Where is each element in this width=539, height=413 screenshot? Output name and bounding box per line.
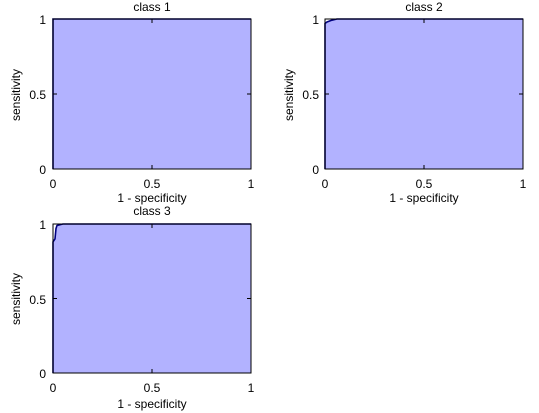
x-axis-label-class-2: 1 - specificity [389, 191, 458, 205]
y-tick-label-0.5-class-2: 0.5 [302, 88, 319, 102]
x-tick-label-0.5-class-3: 0.5 [144, 381, 161, 395]
y-tick-label-0.5-class-1: 0.5 [29, 88, 46, 102]
y-axis-label-class-1: sensitivity [9, 69, 23, 121]
y-tick-label-0-class-2: 0 [312, 163, 319, 177]
y-tick-label-0-class-3: 0 [39, 367, 46, 381]
y-tick-label-1-class-1: 1 [39, 13, 46, 27]
y-tick-label-0-class-1: 0 [39, 163, 46, 177]
roc-area-class-1 [53, 19, 251, 169]
x-axis-label-class-3: 1 - specificity [117, 397, 186, 411]
panel-class-1: class 1 1 0.5 0 0 0.5 1 1 - specificity … [9, 0, 255, 205]
x-tick-label-0.5-class-2: 0.5 [416, 177, 433, 191]
y-tick-label-0.5-class-3: 0.5 [29, 293, 46, 307]
tick-marks-class-2 [324, 18, 524, 170]
y-tick-label-1-class-2: 1 [312, 13, 319, 27]
x-tick-label-1-class-3: 1 [248, 381, 255, 395]
y-axis-label-class-3: sensitivity [9, 273, 23, 325]
x-tick-label-0-class-1: 0 [50, 177, 57, 191]
x-tick-label-1-class-2: 1 [520, 177, 527, 191]
x-tick-label-0-class-3: 0 [50, 381, 57, 395]
y-tick-label-1-class-3: 1 [39, 218, 46, 232]
x-tick-label-0-class-2: 0 [322, 177, 329, 191]
y-axis-label-class-2: sensitivity [282, 69, 296, 121]
chart-title-class-2: class 2 [405, 0, 443, 14]
chart-title-class-3: class 3 [133, 204, 171, 218]
roc-area-class-3 [53, 224, 251, 373]
x-tick-label-1-class-1: 1 [248, 177, 255, 191]
x-axis-label-class-1: 1 - specificity [117, 191, 186, 205]
roc-area-class-2 [325, 19, 523, 169]
panel-class-3: class 3 1 0.5 0 0 0.5 1 1 - specificity … [9, 204, 255, 411]
panel-class-2: class 2 1 0.5 0 0 0.5 1 1 - specificity … [282, 0, 527, 205]
tick-marks-class-3 [52, 223, 252, 374]
x-tick-label-0.5-class-1: 0.5 [144, 177, 161, 191]
tick-marks-class-1 [52, 18, 252, 170]
chart-title-class-1: class 1 [133, 0, 171, 14]
